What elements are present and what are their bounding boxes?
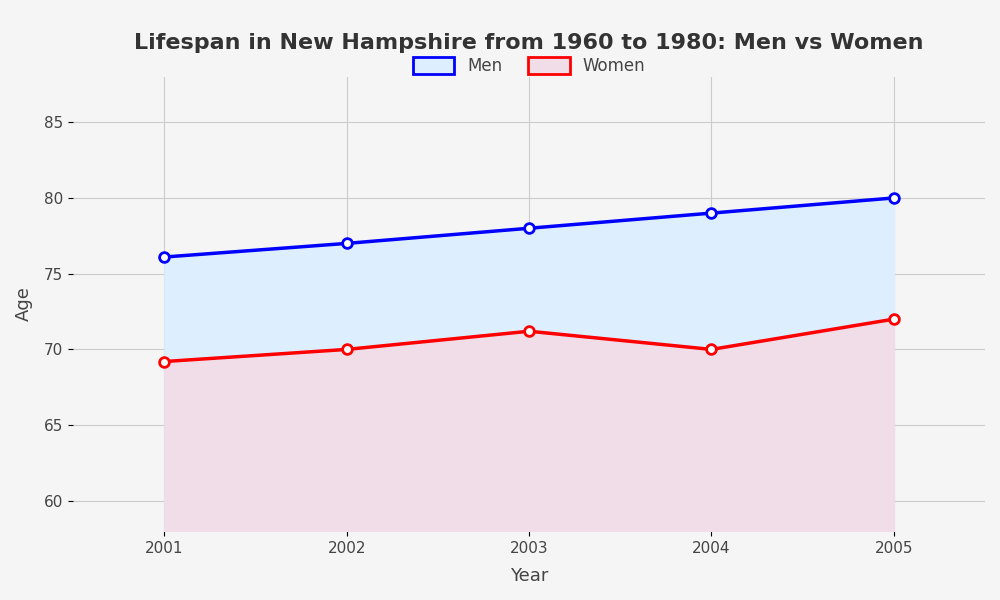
Men — [705, 209, 717, 217]
Men — [158, 253, 170, 260]
Men — [341, 240, 353, 247]
Women — [158, 358, 170, 365]
Women — [888, 316, 900, 323]
Women — [705, 346, 717, 353]
Women — [341, 346, 353, 353]
Men — [523, 224, 535, 232]
Y-axis label: Age: Age — [15, 287, 33, 322]
X-axis label: Year: Year — [510, 567, 548, 585]
Title: Lifespan in New Hampshire from 1960 to 1980: Men vs Women: Lifespan in New Hampshire from 1960 to 1… — [134, 33, 924, 53]
Line: Women: Women — [160, 314, 899, 367]
Legend: Men, Women: Men, Women — [404, 49, 654, 83]
Women — [523, 328, 535, 335]
Line: Men: Men — [160, 193, 899, 262]
Men — [888, 194, 900, 202]
